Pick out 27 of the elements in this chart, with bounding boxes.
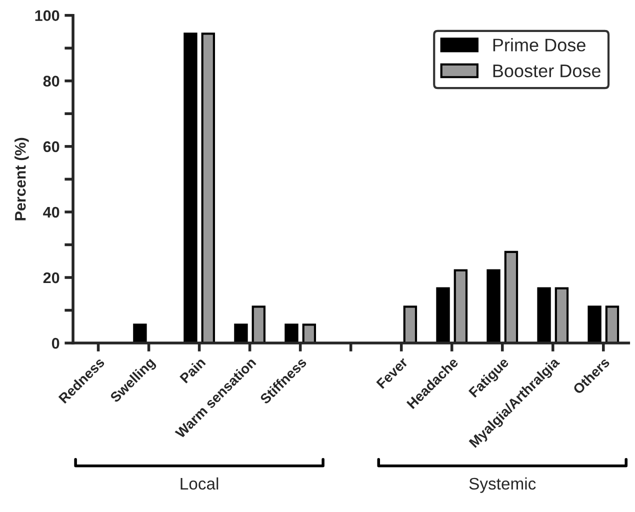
legend-label: Booster Dose xyxy=(493,64,600,78)
bar xyxy=(302,324,316,344)
y-tick-label: 100 xyxy=(35,10,60,22)
bar xyxy=(504,250,518,344)
bar xyxy=(184,32,198,344)
bar xyxy=(454,269,468,344)
bar xyxy=(284,324,298,344)
y-tick-label: 60 xyxy=(43,141,60,152)
text: Local xyxy=(180,477,218,490)
bar xyxy=(133,324,147,344)
text: Systemic xyxy=(469,477,536,493)
y-tick-label: 20 xyxy=(43,272,60,284)
y-tick-label: 40 xyxy=(43,206,60,218)
bar xyxy=(537,287,551,344)
bar xyxy=(403,306,418,344)
bar xyxy=(252,306,266,344)
bar xyxy=(436,287,450,344)
bar xyxy=(605,306,620,344)
bar xyxy=(588,306,602,344)
y-tick-label: 0 xyxy=(52,338,60,349)
y-axis-title: Percent (%) xyxy=(14,138,29,220)
bar xyxy=(486,269,500,344)
bar xyxy=(201,32,215,344)
y-tick-label: 80 xyxy=(43,76,60,87)
legend-label: Prime Dose xyxy=(493,38,586,52)
bar xyxy=(234,324,248,344)
bar xyxy=(554,287,569,344)
